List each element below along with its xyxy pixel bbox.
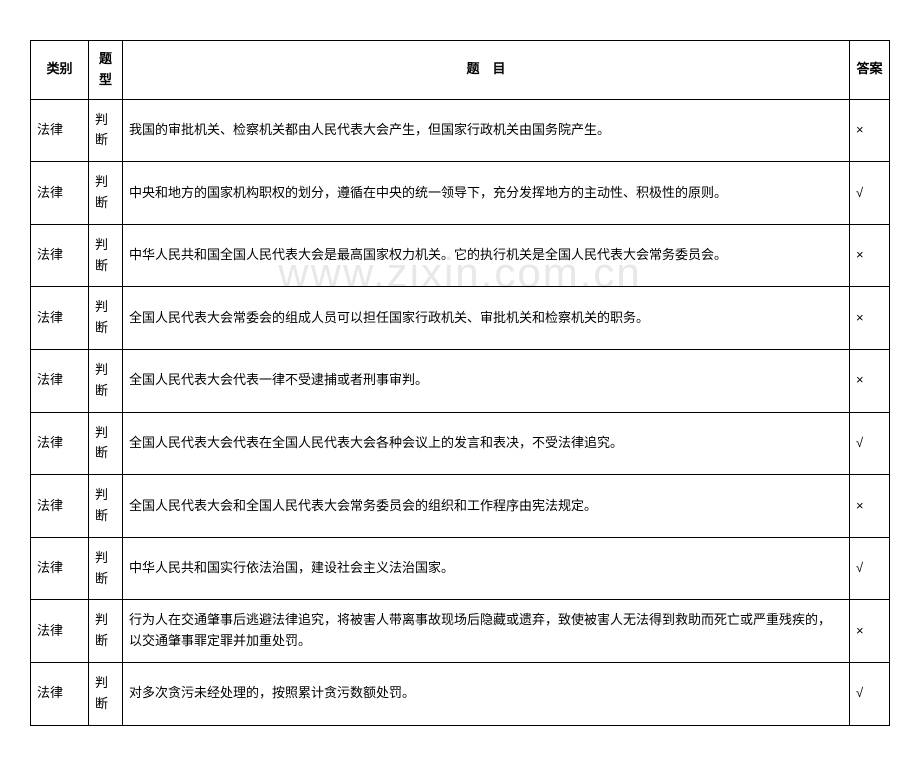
cell-answer: × <box>850 600 890 663</box>
table-row: 法律判断全国人民代表大会代表在全国人民代表大会各种会议上的发言和表决，不受法律追… <box>31 412 890 475</box>
cell-type: 判断 <box>89 99 123 162</box>
table-row: 法律判断全国人民代表大会代表一律不受逮捕或者刑事审判。× <box>31 349 890 412</box>
cell-category: 法律 <box>31 600 89 663</box>
header-answer: 答案 <box>850 41 890 100</box>
cell-category: 法律 <box>31 162 89 225</box>
cell-type: 判断 <box>89 537 123 600</box>
header-type: 题型 <box>89 41 123 100</box>
cell-category: 法律 <box>31 412 89 475</box>
table-row: 法律判断我国的审批机关、检察机关都由人民代表大会产生，但国家行政机关由国务院产生… <box>31 99 890 162</box>
cell-type: 判断 <box>89 475 123 538</box>
cell-category: 法律 <box>31 349 89 412</box>
cell-answer: √ <box>850 162 890 225</box>
cell-question: 全国人民代表大会和全国人民代表大会常务委员会的组织和工作程序由宪法规定。 <box>123 475 850 538</box>
question-table: 类别 题型 题 目 答案 法律判断我国的审批机关、检察机关都由人民代表大会产生，… <box>30 40 890 726</box>
cell-type: 判断 <box>89 662 123 725</box>
cell-answer: √ <box>850 662 890 725</box>
cell-question: 全国人民代表大会常委会的组成人员可以担任国家行政机关、审批机关和检察机关的职务。 <box>123 287 850 350</box>
cell-question: 中华人民共和国全国人民代表大会是最高国家权力机关。它的执行机关是全国人民代表大会… <box>123 224 850 287</box>
cell-answer: √ <box>850 537 890 600</box>
cell-question: 中华人民共和国实行依法治国，建设社会主义法治国家。 <box>123 537 850 600</box>
cell-category: 法律 <box>31 475 89 538</box>
header-category: 类别 <box>31 41 89 100</box>
cell-type: 判断 <box>89 162 123 225</box>
cell-category: 法律 <box>31 99 89 162</box>
cell-answer: × <box>850 224 890 287</box>
cell-question: 对多次贪污未经处理的，按照累计贪污数额处罚。 <box>123 662 850 725</box>
cell-answer: √ <box>850 412 890 475</box>
cell-type: 判断 <box>89 600 123 663</box>
table-row: 法律判断对多次贪污未经处理的，按照累计贪污数额处罚。√ <box>31 662 890 725</box>
table-row: 法律判断中华人民共和国全国人民代表大会是最高国家权力机关。它的执行机关是全国人民… <box>31 224 890 287</box>
table-row: 法律判断行为人在交通肇事后逃避法律追究，将被害人带离事故现场后隐藏或遗弃，致使被… <box>31 600 890 663</box>
cell-question: 全国人民代表大会代表在全国人民代表大会各种会议上的发言和表决，不受法律追究。 <box>123 412 850 475</box>
cell-category: 法律 <box>31 224 89 287</box>
header-question: 题 目 <box>123 41 850 100</box>
cell-type: 判断 <box>89 287 123 350</box>
cell-answer: × <box>850 99 890 162</box>
table-row: 法律判断全国人民代表大会常委会的组成人员可以担任国家行政机关、审批机关和检察机关… <box>31 287 890 350</box>
cell-answer: × <box>850 287 890 350</box>
cell-question: 中央和地方的国家机构职权的划分，遵循在中央的统一领导下，充分发挥地方的主动性、积… <box>123 162 850 225</box>
table-body: 法律判断我国的审批机关、检察机关都由人民代表大会产生，但国家行政机关由国务院产生… <box>31 99 890 725</box>
cell-answer: × <box>850 475 890 538</box>
table-row: 法律判断中华人民共和国实行依法治国，建设社会主义法治国家。√ <box>31 537 890 600</box>
cell-type: 判断 <box>89 224 123 287</box>
cell-category: 法律 <box>31 287 89 350</box>
table-header-row: 类别 题型 题 目 答案 <box>31 41 890 100</box>
cell-category: 法律 <box>31 537 89 600</box>
cell-question: 我国的审批机关、检察机关都由人民代表大会产生，但国家行政机关由国务院产生。 <box>123 99 850 162</box>
cell-answer: × <box>850 349 890 412</box>
cell-type: 判断 <box>89 412 123 475</box>
cell-question: 全国人民代表大会代表一律不受逮捕或者刑事审判。 <box>123 349 850 412</box>
table-row: 法律判断全国人民代表大会和全国人民代表大会常务委员会的组织和工作程序由宪法规定。… <box>31 475 890 538</box>
cell-category: 法律 <box>31 662 89 725</box>
table-row: 法律判断中央和地方的国家机构职权的划分，遵循在中央的统一领导下，充分发挥地方的主… <box>31 162 890 225</box>
cell-question: 行为人在交通肇事后逃避法律追究，将被害人带离事故现场后隐藏或遗弃，致使被害人无法… <box>123 600 850 663</box>
cell-type: 判断 <box>89 349 123 412</box>
